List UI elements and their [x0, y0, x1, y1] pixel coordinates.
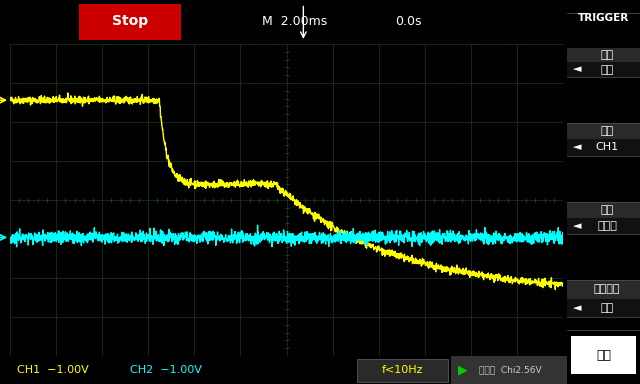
Text: f<10Hz: f<10Hz: [382, 365, 423, 375]
FancyBboxPatch shape: [567, 123, 640, 139]
FancyBboxPatch shape: [567, 299, 640, 317]
Text: CH2  −1.00V: CH2 −1.00V: [131, 365, 202, 375]
FancyBboxPatch shape: [357, 359, 448, 382]
Text: ◄: ◄: [573, 303, 581, 313]
Text: CH1: CH1: [596, 142, 619, 152]
Text: 类型: 类型: [600, 50, 614, 60]
FancyBboxPatch shape: [79, 4, 182, 40]
Text: 设置: 设置: [596, 349, 611, 362]
Text: TRIGGER: TRIGGER: [578, 13, 629, 23]
Text: ▶: ▶: [458, 364, 468, 376]
FancyBboxPatch shape: [567, 218, 640, 234]
Text: ◄: ◄: [573, 142, 581, 152]
Text: 0.0s: 0.0s: [395, 15, 422, 28]
Text: M  2.00ms: M 2.00ms: [262, 15, 328, 28]
Text: CH1  −1.00V: CH1 −1.00V: [17, 365, 89, 375]
Text: Stop: Stop: [113, 14, 148, 28]
Text: ◄: ◄: [573, 221, 581, 231]
FancyBboxPatch shape: [451, 356, 567, 384]
Text: 信源: 信源: [600, 126, 614, 136]
FancyBboxPatch shape: [567, 280, 640, 299]
FancyBboxPatch shape: [567, 139, 640, 156]
Text: 单次: 单次: [600, 303, 614, 313]
Text: 迅维网  Chi2.56V: 迅维网 Chi2.56V: [479, 366, 541, 374]
FancyBboxPatch shape: [567, 202, 640, 218]
FancyBboxPatch shape: [571, 336, 636, 374]
Text: 触发方式: 触发方式: [594, 285, 620, 295]
FancyBboxPatch shape: [567, 62, 640, 77]
Text: ◄: ◄: [573, 65, 581, 74]
Text: 下降沿: 下降沿: [597, 221, 617, 231]
Text: 斜率: 斜率: [600, 205, 614, 215]
FancyBboxPatch shape: [567, 48, 640, 62]
Text: 边沿: 边沿: [600, 65, 614, 74]
